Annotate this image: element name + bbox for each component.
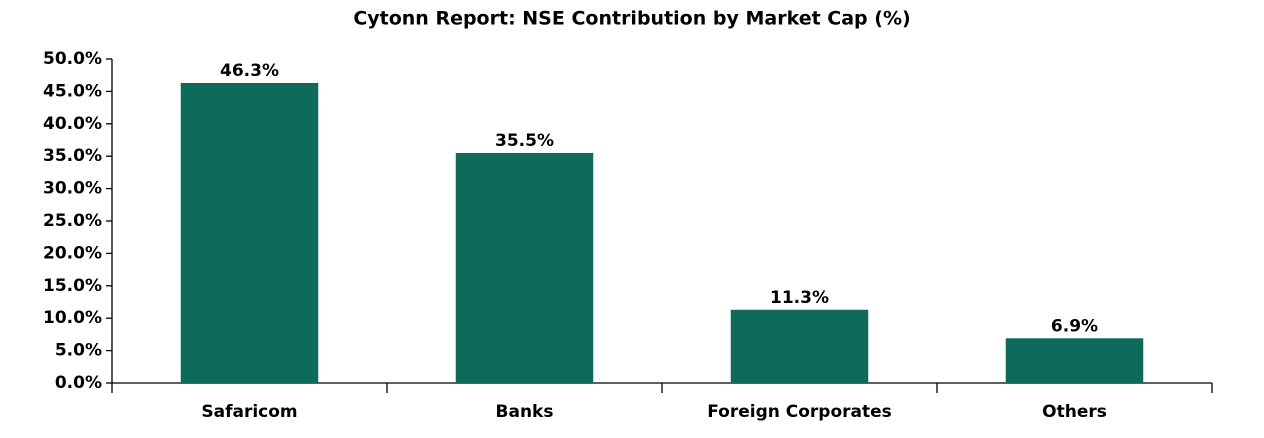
x-tick-label: Foreign Corporates	[707, 402, 892, 422]
y-tick-label: 35.0%	[43, 146, 102, 166]
y-tick-label: 20.0%	[43, 243, 102, 263]
y-tick-label: 0.0%	[55, 373, 102, 393]
x-tick-label: Others	[1042, 402, 1107, 422]
bar	[1005, 338, 1144, 383]
data-label: 6.9%	[1051, 316, 1098, 336]
y-tick-label: 30.0%	[43, 179, 102, 199]
y-tick-label: 15.0%	[43, 276, 102, 296]
y-tick-label: 10.0%	[43, 308, 102, 328]
y-tick-label: 50.0%	[43, 49, 102, 69]
bar	[180, 82, 319, 383]
y-tick-label: 45.0%	[43, 81, 102, 101]
data-label: 46.3%	[220, 61, 279, 81]
x-tick-label: Banks	[496, 402, 554, 422]
data-label: 11.3%	[770, 288, 829, 308]
bar	[455, 152, 594, 383]
bar	[730, 309, 869, 383]
x-tick-label: Safaricom	[201, 402, 297, 422]
y-tick-label: 5.0%	[55, 341, 102, 361]
data-label: 35.5%	[495, 131, 554, 151]
y-tick-label: 40.0%	[43, 114, 102, 134]
chart-title: Cytonn Report: NSE Contribution by Marke…	[353, 8, 910, 30]
y-tick-label: 25.0%	[43, 211, 102, 231]
